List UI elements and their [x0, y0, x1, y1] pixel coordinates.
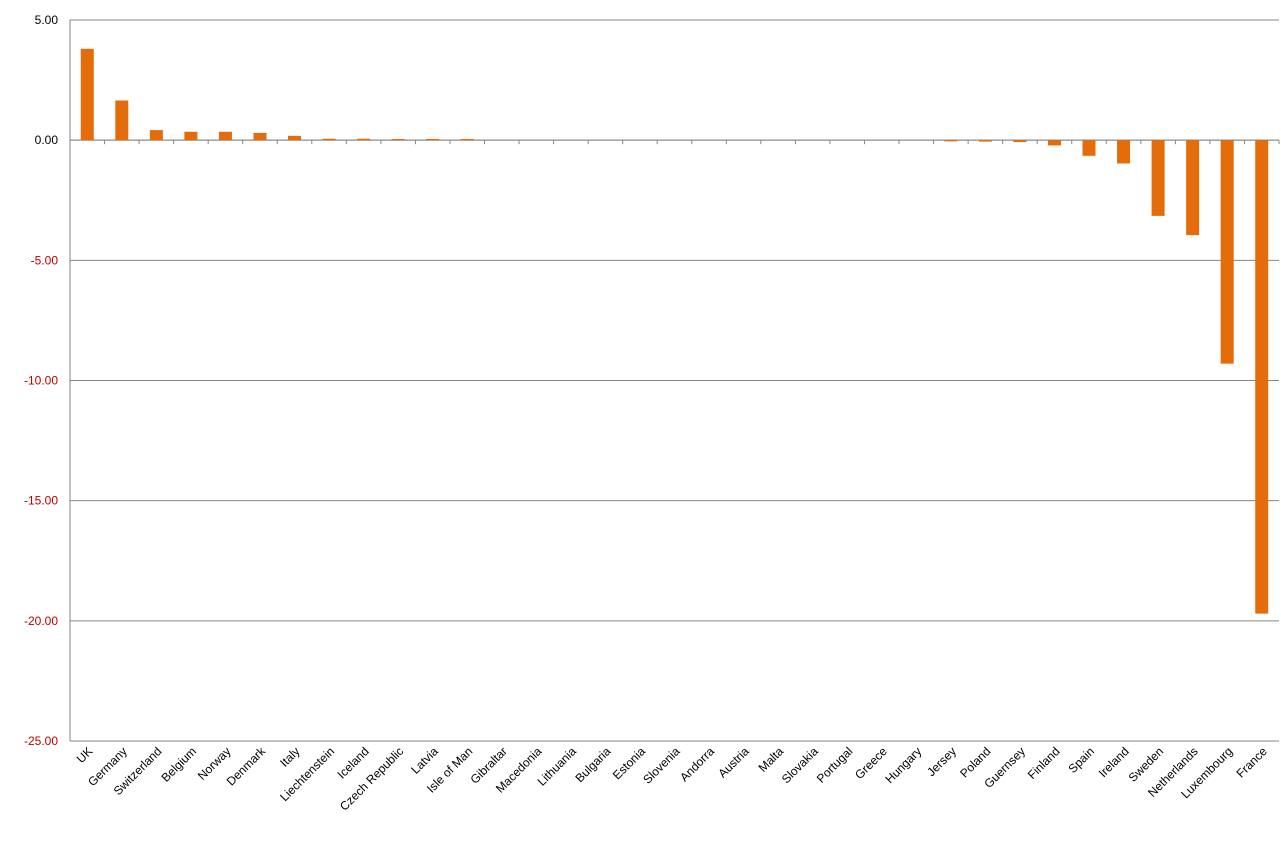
x-tick-label: Czech Republic: [337, 744, 406, 813]
x-tick-label: Portugal: [814, 744, 856, 786]
y-tick-label: -5.00: [31, 253, 59, 267]
x-tick-label: Italy: [277, 744, 302, 769]
y-tick-label: -10.00: [24, 374, 58, 388]
bar: [184, 131, 198, 141]
bar: [288, 135, 302, 141]
x-tick-label: Slovakia: [779, 744, 821, 786]
x-tick-label: Denmark: [224, 744, 269, 789]
axes: [69, 20, 1280, 741]
x-tick-label: Malta: [756, 744, 787, 775]
x-tick-label: UK: [74, 744, 96, 766]
bar: [1117, 140, 1131, 164]
y-axis-tick-labels: 5.00 0.00 -5.00 -10.00 -15.00 -20.00 -25.00: [24, 13, 58, 748]
x-tick-label: Hungary: [882, 744, 924, 786]
y-tick-label: -20.00: [24, 614, 58, 628]
x-axis-tick-labels: UKGermanySwitzerlandBelgiumNorwayDenmark…: [74, 744, 1270, 814]
bar: [115, 100, 129, 141]
bar: [426, 138, 440, 141]
y-tick-label: -15.00: [24, 494, 58, 508]
bar: [80, 48, 94, 141]
bar: [149, 130, 163, 141]
x-tick-label: Jersey: [924, 744, 959, 779]
x-tick-label: Finland: [1025, 744, 1063, 782]
bar: [357, 138, 371, 141]
bar: [1186, 140, 1200, 236]
gridlines: [70, 19, 1279, 742]
x-tick-label: Latvia: [408, 744, 441, 777]
y-tick-label: -25.00: [24, 734, 58, 748]
bar: [944, 140, 958, 142]
bar: [218, 131, 232, 141]
y-tick-label: 5.00: [35, 13, 59, 27]
x-tick-label: Lithuania: [535, 744, 580, 789]
bar: [460, 138, 474, 141]
x-tick-label: Spain: [1066, 744, 1098, 776]
x-tick-label: Andorra: [677, 744, 717, 784]
bar: [978, 140, 992, 142]
bar: [1151, 140, 1165, 216]
bar: [322, 138, 336, 141]
bar: [1220, 140, 1234, 364]
bars: [80, 48, 1269, 614]
bar: [1082, 140, 1096, 156]
y-tick-label: 0.00: [35, 133, 59, 147]
x-tick-label: Belgium: [158, 744, 199, 785]
bar: [1047, 140, 1061, 146]
x-tick-label: Bulgaria: [573, 744, 614, 785]
bar: [391, 138, 405, 141]
bar: [1255, 140, 1269, 614]
x-tick-label: France: [1234, 744, 1271, 781]
x-tick-label: Austria: [715, 744, 752, 781]
bar: [1013, 140, 1027, 143]
bar: [253, 132, 267, 141]
x-tick-label: Slovenia: [640, 744, 683, 787]
